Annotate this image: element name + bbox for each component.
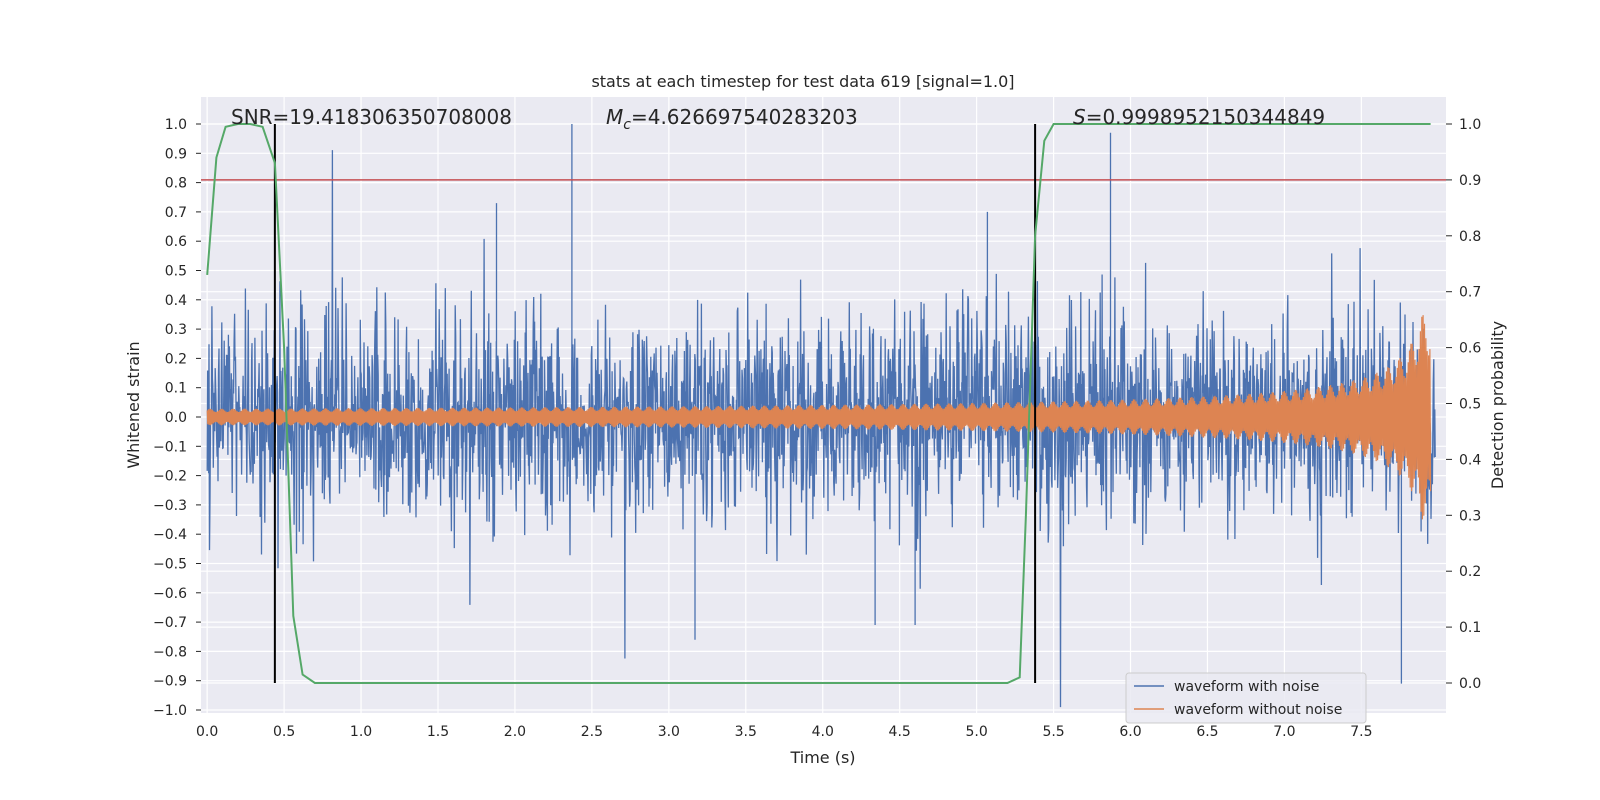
y-right-tick-label: 1.0: [1459, 117, 1481, 133]
x-tick-label: 2.0: [504, 724, 526, 740]
y-right-tick-label: 0.1: [1459, 620, 1481, 636]
x-tick-label: 6.5: [1196, 724, 1218, 740]
clean-waveform-line: [206, 315, 1432, 520]
y-tick-label: 0.3: [165, 322, 187, 338]
detection-probability-line: [206, 123, 1431, 684]
chirp-mass-symbol: M: [606, 105, 623, 129]
chirp-mass-value: =4.626697540283203: [631, 105, 858, 129]
x-tick-label: 4.0: [812, 724, 834, 740]
x-tick-label: 2.5: [581, 724, 603, 740]
y-tick-label: −0.7: [153, 615, 187, 631]
y-right-tick-label: 0.0: [1459, 676, 1481, 692]
y-tick-label: 0.8: [165, 176, 187, 192]
y-right-tick-label: 0.7: [1459, 285, 1481, 301]
x-tick-label: 6.0: [1119, 724, 1141, 740]
y-tick-label: 0.4: [165, 293, 187, 309]
chart-title: stats at each timestep for test data 619…: [591, 72, 1014, 91]
x-tick-label: 0.0: [196, 724, 218, 740]
series-waveform-without-noise: [206, 315, 1432, 520]
x-axis-ticks: 0.0 0.5 1.0 1.5 2.0 2.5 3.0 3.5 4.0 4.5 5.0 5.5 6.0 6…: [196, 724, 1372, 740]
y-right-tick-label: 0.5: [1459, 397, 1481, 413]
vertical-markers: [201, 124, 1446, 683]
x-tick-label: 4.5: [889, 724, 911, 740]
y-tick-label: 0.0: [165, 410, 187, 426]
x-axis-label: Time (s): [789, 748, 855, 767]
noisy-waveform-line: [206, 124, 1436, 708]
y-axis-ticks: 1.0 0.9 0.8 0.7 0.6 0.5 0.4 0.3 0.2 0.1 0.0 −0.1 −0.…: [153, 117, 201, 719]
y-right-tick-label: 0.6: [1459, 341, 1481, 357]
x-tick-label: 5.5: [1042, 724, 1064, 740]
y-tick-label: 0.9: [165, 146, 187, 162]
series-waveform-with-noise: [206, 124, 1436, 708]
y-right-tick-label: 0.8: [1459, 229, 1481, 245]
x-tick-label: 7.0: [1273, 724, 1295, 740]
snr-annotation: SNR=19.418306350708008: [231, 105, 512, 129]
x-tick-label: 7.5: [1350, 724, 1372, 740]
legend-label-clean: waveform without noise: [1174, 702, 1342, 718]
y-tick-label: 0.2: [165, 351, 187, 367]
series-detection-probability: [206, 123, 1431, 684]
y-tick-label: 1.0: [165, 117, 187, 133]
score-value: =0.9998952150344849: [1086, 105, 1325, 129]
y-tick-label: −0.9: [153, 674, 187, 690]
x-tick-label: 3.5: [735, 724, 757, 740]
y-tick-label: 0.5: [165, 264, 187, 280]
y-tick-label: −1.0: [153, 703, 187, 719]
legend-label-noisy: waveform with noise: [1174, 679, 1319, 695]
y-tick-label: 0.7: [165, 205, 187, 221]
x-tick-label: 5.0: [965, 724, 987, 740]
legend: waveform with noise waveform without noi…: [1125, 672, 1367, 724]
y-right-axis-label: Detection probability: [1488, 321, 1507, 489]
y-tick-label: −0.2: [153, 469, 187, 485]
chirp-mass-annotation: Mc=4.626697540283203: [606, 105, 858, 133]
legend-box: [1125, 672, 1367, 724]
y-tick-label: 0.1: [165, 381, 187, 397]
y-tick-label: −0.6: [153, 586, 187, 602]
y-tick-label: −0.4: [153, 527, 187, 543]
score-symbol: S: [1073, 105, 1086, 129]
x-tick-label: 3.0: [658, 724, 680, 740]
x-tick-label: 0.5: [273, 724, 295, 740]
y-right-tick-label: 0.9: [1459, 173, 1481, 189]
y-tick-label: −0.8: [153, 644, 187, 660]
y-axis-label: Whitened strain: [124, 341, 143, 468]
y-right-tick-label: 0.4: [1459, 452, 1481, 468]
score-annotation: S=0.9998952150344849: [1073, 105, 1325, 129]
chirp-mass-subscript: c: [623, 117, 631, 133]
y-tick-label: −0.1: [153, 439, 187, 455]
y-right-tick-label: 0.2: [1459, 564, 1481, 580]
y-tick-label: 0.6: [165, 234, 187, 250]
x-tick-label: 1.0: [350, 724, 372, 740]
y-right-tick-label: 0.3: [1459, 508, 1481, 524]
y-tick-label: −0.5: [153, 557, 187, 573]
y-tick-label: −0.3: [153, 498, 187, 514]
x-tick-label: 1.5: [427, 724, 449, 740]
y-right-axis-ticks: 1.0 0.9 0.8 0.7 0.6 0.5 0.4 0.3 0.2 0.1 0.0: [1446, 117, 1481, 692]
